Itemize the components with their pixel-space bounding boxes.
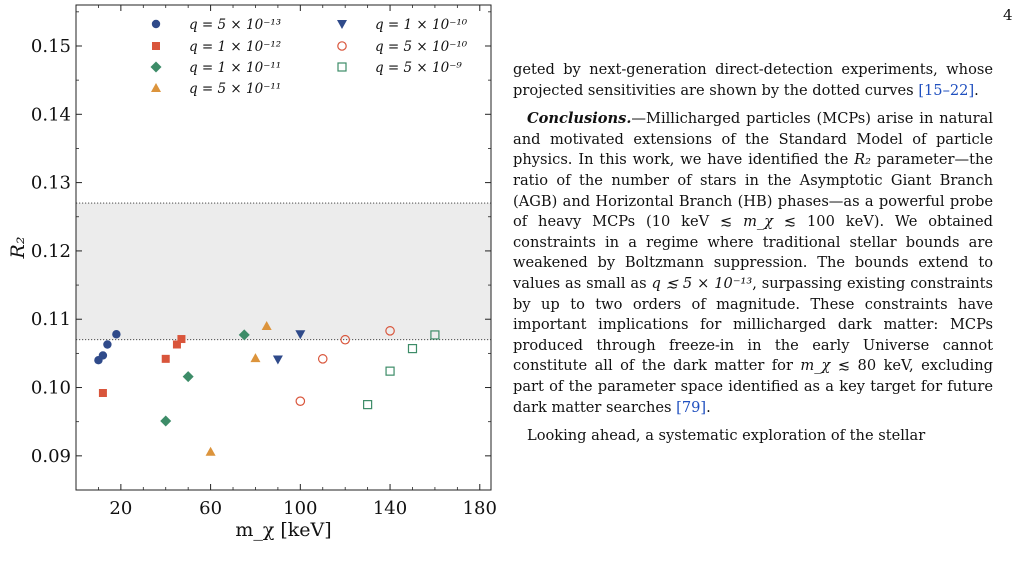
data-point-series-3 (238, 329, 250, 341)
text-column: geted by next-generation direct-detectio… (513, 60, 993, 447)
legend-label-series-2: q = 1 × 10⁻¹² (189, 39, 281, 55)
y-tick-label: 0.09 (31, 446, 71, 467)
conclusions-text-4: , surpassing existing constraints by up … (513, 274, 994, 375)
x-tick-label: 180 (463, 498, 497, 519)
data-point-series-6 (340, 334, 350, 345)
y-tick-label: 0.14 (31, 104, 71, 125)
data-point-series-2 (177, 335, 186, 344)
data-point-series-5 (272, 355, 283, 365)
y-tick-label: 0.10 (31, 378, 71, 399)
conclusions-text-5: ≲ 80 keV, excluding part of the paramete… (513, 357, 993, 416)
legend-marker-series-5 (337, 20, 347, 29)
q-bound-expression: q ≲ 5 × 10⁻¹³ (651, 274, 753, 292)
y-tick-label: 0.12 (31, 241, 71, 262)
x-tick-label: 20 (109, 498, 132, 519)
paragraph-intro-end: . (974, 81, 979, 99)
data-point-series-4 (261, 321, 272, 331)
data-point-series-1 (98, 351, 108, 360)
legend-label-series-1: q = 5 × 10⁻¹³ (189, 17, 281, 33)
m-chi-symbol-2: m_χ (800, 357, 831, 375)
x-tick-label: 140 (373, 498, 407, 519)
x-tick-label: 100 (283, 498, 317, 519)
plot-frame (75, 4, 492, 491)
legend-label-series-4: q = 5 × 10⁻¹¹ (189, 81, 281, 97)
conclusions-end: . (706, 398, 711, 416)
legend-marker-series-6 (337, 41, 347, 51)
legend-label-series-5: q = 1 × 10⁻¹⁰ (375, 17, 468, 33)
paragraph-conclusions: Conclusions.—Millicharged particles (MCP… (513, 109, 993, 418)
data-point-series-6 (295, 396, 306, 406)
data-point-series-6 (385, 326, 395, 336)
y-axis-label: R₂ (7, 237, 29, 260)
data-point-series-4 (205, 446, 216, 456)
y-tick-label: 0.15 (31, 36, 71, 57)
x-axis-label: m_χ [keV] (235, 519, 331, 541)
data-point-series-7 (407, 343, 418, 354)
data-point-series-2 (161, 354, 170, 363)
m-chi-symbol: m_χ (743, 213, 774, 231)
figure-r2-vs-mass: 20 60 100 140 180 0.09 0.10 0.11 0.12 0.13 0.14 0.1… (0, 0, 500, 578)
paragraph-outlook: Looking ahead, a systematic exploration … (513, 426, 993, 447)
r2-symbol: R₂ (854, 151, 871, 169)
legend-label-series-6: q = 5 × 10⁻¹⁰ (375, 39, 468, 55)
legend-label-series-3: q = 1 × 10⁻¹¹ (189, 60, 281, 76)
legend-marker-series-1 (151, 19, 161, 29)
data-point-series-6 (317, 354, 328, 364)
legend-marker-series-4 (151, 83, 161, 92)
legend-marker-series-3 (150, 61, 162, 73)
data-point-series-1 (103, 340, 112, 349)
page-number: 4 (1003, 6, 1013, 24)
data-point-series-7 (363, 400, 373, 410)
citation-79[interactable]: [79] (676, 398, 707, 416)
paragraph-intro-text: geted by next-generation direct-detectio… (513, 61, 993, 99)
shaded-band (76, 203, 491, 340)
legend-marker-series-7 (337, 62, 347, 72)
data-point-series-2 (98, 389, 107, 397)
legend-label-series-7: q = 5 × 10⁻⁹ (375, 60, 462, 76)
conclusions-text-3: ≲ 100 keV). We obtained constraints in a… (513, 213, 993, 292)
outlook-text: Looking ahead, a systematic exploration … (527, 427, 926, 445)
data-point-series-4 (250, 353, 261, 363)
legend-marker-series-2 (152, 42, 160, 50)
r2-scatter-chart: 20 60 100 140 180 0.09 0.10 0.11 0.12 0.13 0.14 0.1… (7, 4, 497, 541)
data-point-series-7 (385, 366, 395, 376)
data-point-series-5 (295, 330, 306, 340)
y-tick-label: 0.13 (31, 173, 71, 194)
data-point-series-1 (112, 330, 121, 339)
data-point-series-7 (430, 330, 440, 340)
data-point-series-2 (172, 340, 181, 349)
conclusions-text-2: parameter—the ratio of the number of sta… (513, 151, 993, 231)
data-point-series-3 (160, 415, 172, 427)
conclusions-text-1: —Millicharged particles (MCPs) arise in … (513, 110, 993, 169)
conclusions-heading: Conclusions. (527, 110, 632, 128)
y-tick-label: 0.11 (31, 309, 71, 330)
x-tick-label: 60 (199, 498, 222, 519)
citation-15-22[interactable]: [15–22] (918, 81, 975, 99)
paragraph-intro: geted by next-generation direct-detectio… (513, 60, 993, 101)
data-point-series-3 (182, 371, 194, 383)
